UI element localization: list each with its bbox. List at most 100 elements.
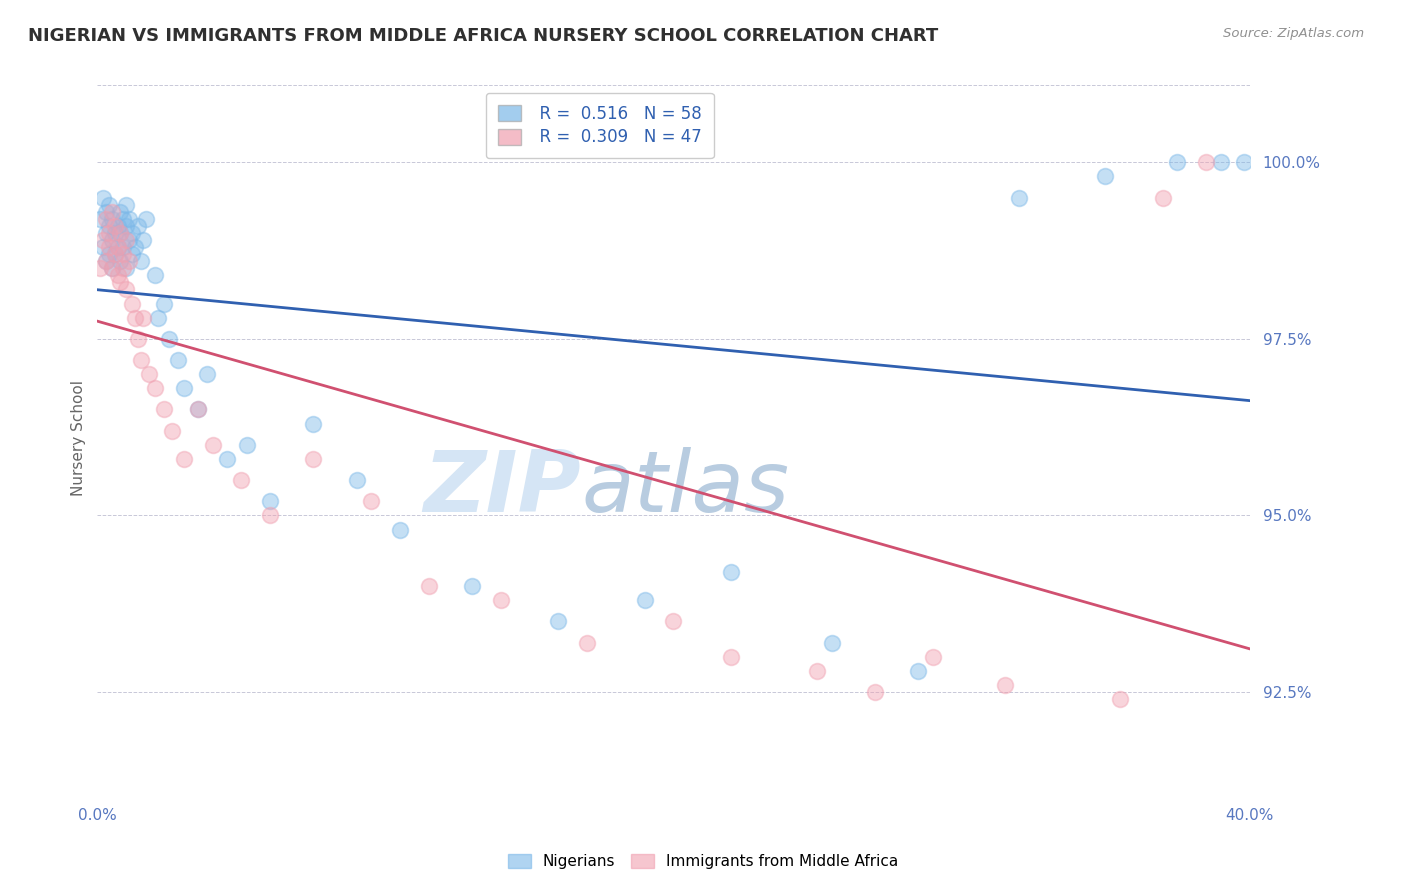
Point — [201, 438, 224, 452]
Legend:   R =  0.516   N = 58,   R =  0.309   N = 47: R = 0.516 N = 58, R = 0.309 N = 47 — [486, 93, 714, 158]
Point — [110, 204, 132, 219]
Point — [720, 649, 742, 664]
Point — [127, 332, 149, 346]
Point — [94, 211, 117, 226]
Point — [302, 417, 325, 431]
Point — [236, 438, 259, 452]
Point — [346, 473, 368, 487]
Point — [143, 268, 166, 283]
Point — [115, 261, 138, 276]
Text: Source: ZipAtlas.com: Source: ZipAtlas.com — [1223, 27, 1364, 40]
Point — [863, 685, 886, 699]
Point — [121, 247, 143, 261]
Point — [132, 233, 155, 247]
Point — [187, 402, 209, 417]
Point — [91, 240, 114, 254]
Point — [921, 649, 943, 664]
Point — [662, 615, 685, 629]
Point — [215, 452, 238, 467]
Point — [124, 240, 146, 254]
Point — [94, 254, 117, 268]
Text: NIGERIAN VS IMMIGRANTS FROM MIDDLE AFRICA NURSERY SCHOOL CORRELATION CHART: NIGERIAN VS IMMIGRANTS FROM MIDDLE AFRIC… — [28, 27, 938, 45]
Point — [1233, 155, 1256, 169]
Point — [115, 233, 138, 247]
Point — [821, 635, 844, 649]
Point — [112, 211, 135, 226]
Point — [124, 310, 146, 325]
Point — [1008, 190, 1031, 204]
Point — [418, 579, 440, 593]
Legend: Nigerians, Immigrants from Middle Africa: Nigerians, Immigrants from Middle Africa — [502, 847, 904, 875]
Point — [173, 452, 195, 467]
Point — [1166, 155, 1188, 169]
Point — [100, 211, 122, 226]
Point — [173, 381, 195, 395]
Point — [110, 254, 132, 268]
Point — [162, 424, 184, 438]
Point — [152, 296, 174, 310]
Point — [195, 367, 218, 381]
Point — [146, 310, 169, 325]
Point — [112, 247, 135, 261]
Point — [157, 332, 180, 346]
Point — [1094, 169, 1116, 184]
Y-axis label: Nursery School: Nursery School — [72, 380, 86, 496]
Point — [118, 233, 141, 247]
Point — [107, 240, 129, 254]
Point — [576, 635, 599, 649]
Point — [112, 261, 135, 276]
Point — [100, 261, 122, 276]
Point — [107, 219, 129, 233]
Point — [994, 678, 1017, 692]
Point — [115, 282, 138, 296]
Point — [143, 381, 166, 395]
Point — [135, 211, 157, 226]
Point — [94, 226, 117, 240]
Point — [1195, 155, 1218, 169]
Point — [115, 219, 138, 233]
Point — [806, 664, 828, 678]
Point — [1209, 155, 1232, 169]
Point — [91, 233, 114, 247]
Point — [121, 296, 143, 310]
Point — [129, 254, 152, 268]
Point — [91, 190, 114, 204]
Point — [100, 233, 122, 247]
Point — [110, 226, 132, 240]
Point — [489, 593, 512, 607]
Point — [97, 219, 120, 233]
Point — [1152, 190, 1174, 204]
Point — [152, 402, 174, 417]
Point — [100, 204, 122, 219]
Point — [633, 593, 655, 607]
Point — [231, 473, 253, 487]
Text: atlas: atlas — [581, 447, 789, 530]
Point — [89, 211, 111, 226]
Point — [1109, 692, 1132, 706]
Point — [104, 247, 127, 261]
Point — [97, 240, 120, 254]
Point — [118, 254, 141, 268]
Point — [132, 310, 155, 325]
Point — [720, 565, 742, 579]
Point — [187, 402, 209, 417]
Point — [461, 579, 484, 593]
Point — [302, 452, 325, 467]
Point — [115, 197, 138, 211]
Point — [97, 197, 120, 211]
Point — [259, 508, 281, 523]
Point — [259, 494, 281, 508]
Point — [360, 494, 382, 508]
Point — [104, 226, 127, 240]
Point — [94, 204, 117, 219]
Point — [121, 226, 143, 240]
Point — [97, 247, 120, 261]
Point — [110, 226, 132, 240]
Point — [907, 664, 929, 678]
Point — [167, 353, 190, 368]
Point — [118, 211, 141, 226]
Point — [89, 261, 111, 276]
Point — [104, 219, 127, 233]
Point — [107, 240, 129, 254]
Point — [100, 261, 122, 276]
